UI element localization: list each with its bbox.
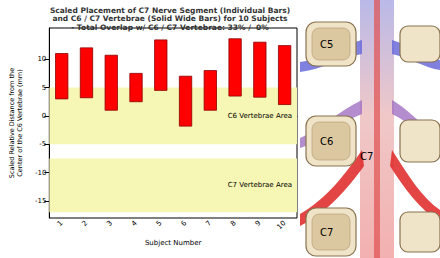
svg-text:Center of the C6 Vertebrae (mm: Center of the C6 Vertebrae (mm) (16, 69, 24, 177)
svg-text:0: 0 (42, 112, 46, 120)
svg-text:- Total Overlap w/ C6 / C7 Ver: - Total Overlap w/ C6 / C7 Vertebrae: 33… (71, 23, 269, 32)
svg-text:1: 1 (56, 219, 65, 228)
svg-text:-15: -15 (35, 197, 46, 205)
svg-text:4: 4 (130, 219, 139, 228)
svg-text:2: 2 (81, 219, 90, 228)
svg-text:C7: C7 (360, 151, 373, 162)
svg-text:C7: C7 (320, 227, 333, 238)
svg-text:C6 Vertebrae Area: C6 Vertebrae Area (228, 112, 292, 120)
svg-text:Subject Number: Subject Number (145, 239, 202, 247)
svg-text:6: 6 (180, 219, 189, 228)
svg-text:C6: C6 (320, 136, 333, 147)
svg-text:3: 3 (105, 219, 114, 228)
svg-text:-10: -10 (35, 169, 46, 177)
svg-text:5: 5 (155, 219, 164, 228)
svg-text:C7 Vertebrae Area: C7 Vertebrae Area (228, 181, 292, 189)
svg-text:C5: C5 (320, 39, 333, 50)
svg-text:Scaled Placement of C7 Nerve S: Scaled Placement of C7 Nerve Segment (In… (49, 5, 291, 15)
svg-text:and C6 / C7 Vertebrae (Solid W: and C6 / C7 Vertebrae (Solid Wide Bars) … (52, 14, 288, 24)
svg-text:5: 5 (42, 84, 46, 92)
svg-text:8: 8 (229, 219, 238, 228)
svg-text:7: 7 (204, 219, 213, 228)
svg-text:10: 10 (276, 219, 288, 231)
svg-text:Scaled Relative Distance from: Scaled Relative Distance from the (8, 68, 16, 178)
svg-text:-5: -5 (39, 140, 46, 148)
svg-text:10: 10 (37, 55, 46, 63)
svg-text:9: 9 (254, 219, 263, 228)
